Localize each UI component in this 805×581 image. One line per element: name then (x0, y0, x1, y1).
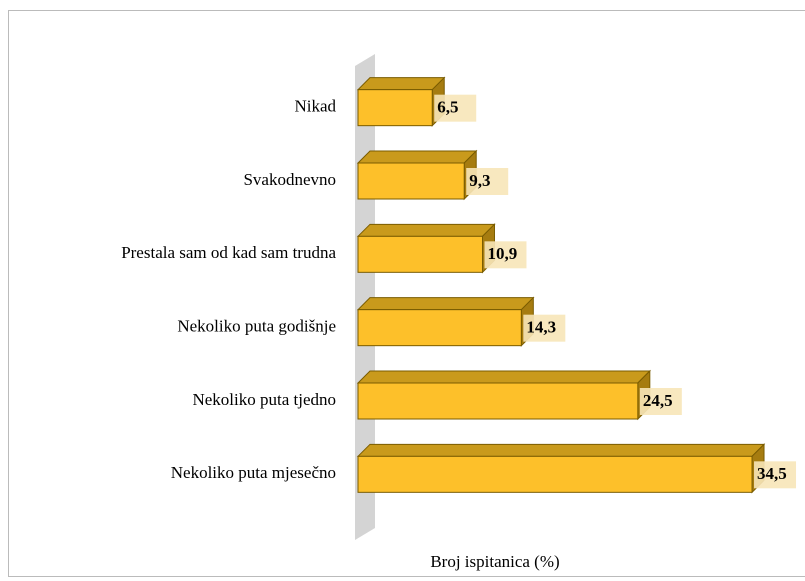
bar (357, 382, 639, 420)
value-label: 6,5 (437, 98, 458, 117)
value-label: 14,3 (526, 318, 556, 337)
value-label: 24,5 (643, 391, 673, 410)
bar (357, 309, 522, 347)
bar-top (356, 77, 446, 91)
bar (357, 89, 433, 127)
y-tick-label: Svakodnevno (243, 170, 336, 189)
value-label-bg (484, 241, 527, 269)
bar-top (356, 443, 766, 457)
value-label-bg (523, 314, 566, 342)
bar-top (356, 150, 478, 164)
y-tick-label: Nekoliko puta tjedno (192, 390, 336, 409)
value-label-bg (639, 388, 682, 415)
y-tick-label: Nekoliko puta godišnje (177, 317, 336, 336)
value-label-bg (754, 461, 797, 489)
bar (357, 455, 753, 493)
bar-top (356, 370, 652, 384)
y-tick-label: Nikad (294, 97, 336, 116)
y-tick-label: Prestala sam od kad sam trudna (121, 243, 336, 262)
bar-top (356, 297, 535, 311)
y-tick-label: Nekoliko puta mjesečno (171, 463, 336, 482)
x-axis-label: Broj ispitanica (%) (430, 552, 559, 571)
bar-top (356, 223, 496, 237)
value-label: 34,5 (757, 464, 787, 483)
value-label: 9,3 (469, 171, 490, 190)
bar (357, 235, 483, 273)
value-label-bg (466, 168, 509, 195)
bar (357, 162, 465, 200)
value-label-bg (434, 94, 477, 122)
value-label: 10,9 (487, 244, 517, 263)
